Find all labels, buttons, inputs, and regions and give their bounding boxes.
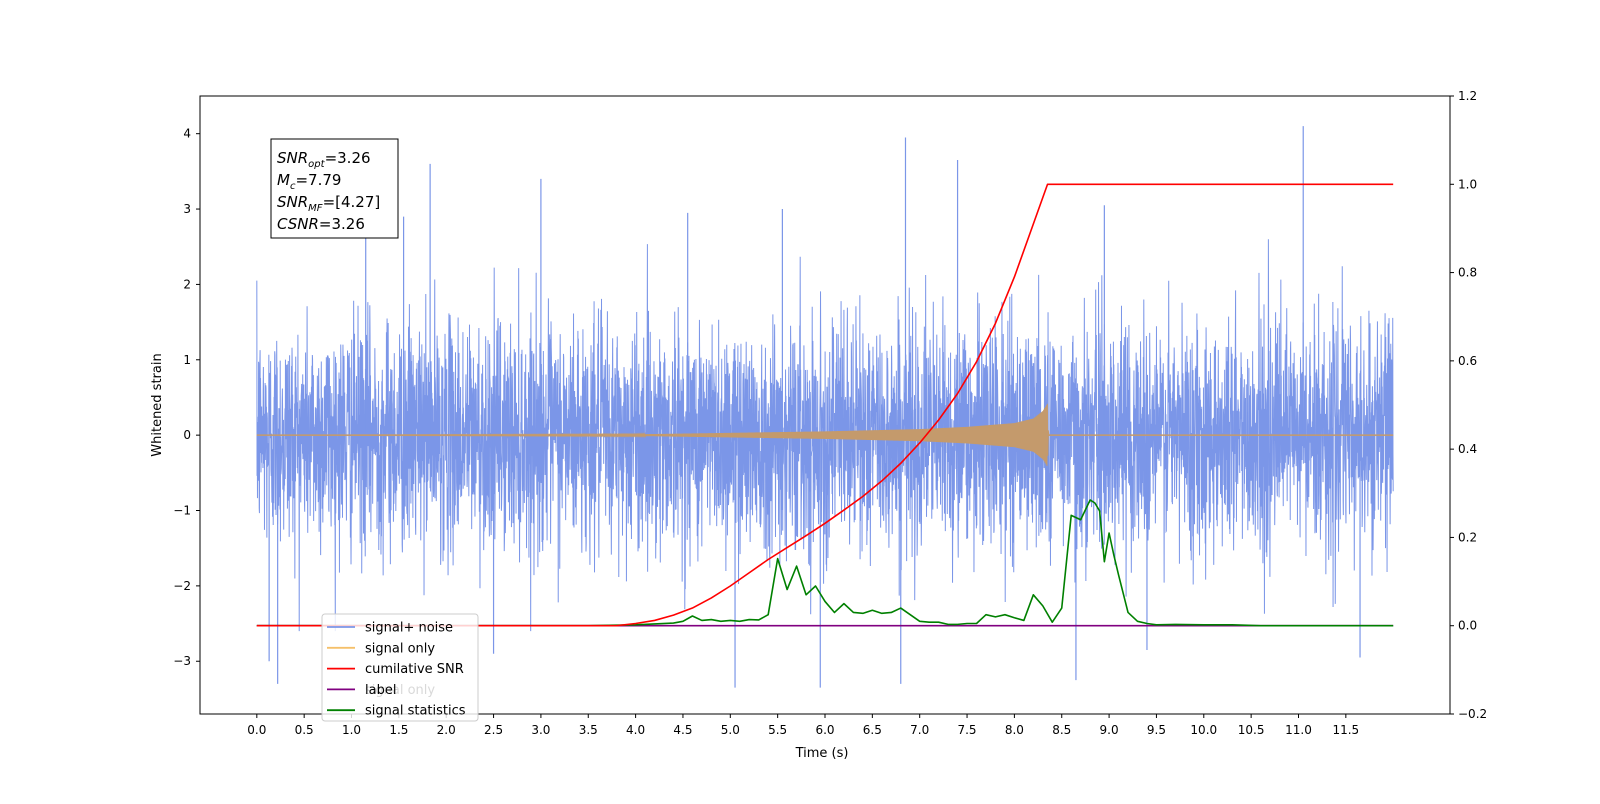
y2-tick-label: 1.0 [1458,177,1477,191]
annotation-line: SNRopt=3.26 [277,149,371,170]
x-tick-label: 9.0 [1100,723,1119,737]
signal-only-layer [256,403,1394,466]
legend-label: cumilative SNR [365,662,464,677]
x-tick-label: 3.0 [531,723,550,737]
y2-tick-label: 0.6 [1458,354,1477,368]
annotation-line: SNRMF=[4.27] [277,193,380,214]
x-tick-label: 0.5 [295,723,314,737]
y2-tick-label: 0.2 [1458,530,1477,544]
x-tick-label: 2.0 [437,723,456,737]
x-tick-label: 8.0 [1005,723,1024,737]
y-tick-label: 2 [183,277,191,291]
legend-label: signal statistics [365,704,466,719]
y2-tick-label: −0.2 [1458,707,1487,721]
y-tick-label: 1 [183,353,191,367]
x-tick-label: 1.5 [389,723,408,737]
annotation-line: CSNR=3.26 [277,215,365,233]
annotation-box [270,138,399,239]
x-tick-label: 7.0 [910,723,929,737]
x-tick-label: 10.5 [1238,723,1265,737]
signal-noise-layer [256,126,1394,688]
y2-tick-label: 0.0 [1458,619,1477,633]
y2-tick-label: 1.2 [1458,89,1477,103]
y-tick-label: 0 [183,428,191,442]
x-tick-label: 5.5 [768,723,787,737]
x-tick-label: 0.0 [247,723,266,737]
x-tick-label: 1.0 [342,723,361,737]
x-tick-label: 9.5 [1147,723,1166,737]
x-tick-label: 3.5 [579,723,598,737]
x-tick-label: 2.5 [484,723,503,737]
x-tick-label: 4.0 [626,723,645,737]
signal-noise-line [256,239,1394,632]
y-tick-label: 4 [183,127,191,141]
signal-statistics-line [256,499,1394,627]
axes: 0.0 0.5 1.0 1.5 2.0 2.5 3.0 3.5 4.0 4.5 5.0 5.5 6.0 6… [173,89,1487,737]
legend-label: signal only [365,641,435,656]
y-tick-label: −2 [173,579,191,593]
x-axis-label: Time (s) [795,746,849,761]
cumilative-snr-line [256,183,1394,627]
y-tick-label: −3 [173,654,191,668]
x-tick-label: 5.0 [721,723,740,737]
x-tick-label: 6.0 [815,723,834,737]
legend-label: signal+ noise [365,621,453,636]
y2-tick-label: 0.8 [1458,266,1477,280]
y-tick-label: 3 [183,202,191,216]
legend-label: label [365,683,396,698]
x-tick-label: 6.5 [863,723,882,737]
x-tick-label: 11.5 [1332,723,1359,737]
x-tick-label: 11.0 [1285,723,1312,737]
legend-box [321,613,479,722]
legend-overlapped-text: signal only [365,683,435,698]
y-axis-label: Whitened strain [150,353,165,456]
y2-tick-label: 0.4 [1458,442,1477,456]
x-tick-label: 10.0 [1190,723,1217,737]
x-tick-label: 4.5 [673,723,692,737]
x-tick-label: 7.5 [957,723,976,737]
legend: signal only signal+ noise signal only cumil… [321,613,479,722]
y-tick-label: −1 [173,504,191,518]
x-tick-label: 8.5 [1052,723,1071,737]
annotation-line: Mc=7.79 [277,171,341,192]
